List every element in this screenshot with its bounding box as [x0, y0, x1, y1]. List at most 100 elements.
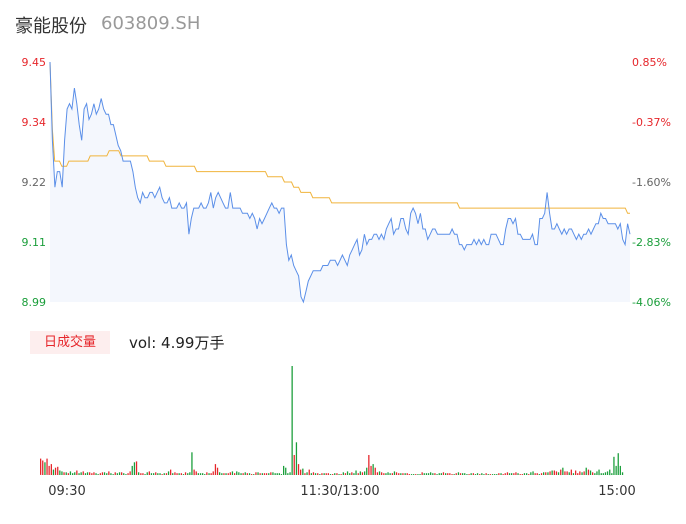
volume-bar — [295, 442, 298, 475]
volume-bar — [157, 473, 159, 475]
volume-bar — [453, 474, 455, 475]
volume-bar — [236, 471, 238, 475]
volume-bar — [521, 474, 523, 475]
volume-bar — [519, 474, 521, 475]
volume-bar — [368, 455, 370, 475]
volume-bar — [430, 472, 432, 475]
volume-bar — [114, 472, 116, 475]
volume-bar — [312, 472, 315, 475]
volume-bar — [583, 471, 585, 475]
volume-bar — [378, 471, 381, 475]
volume-bar — [504, 473, 506, 475]
volume-bar — [432, 473, 434, 475]
volume-bar — [383, 473, 385, 475]
volume-bar — [229, 472, 231, 475]
volume-bar — [349, 473, 351, 475]
volume-bar — [553, 470, 555, 475]
y-tick-label-left: 9.11 — [22, 236, 47, 249]
volume-bar — [127, 473, 129, 475]
volume-badge: 日成交量 — [30, 331, 110, 354]
volume-bar — [581, 472, 583, 475]
volume-bar — [566, 471, 568, 475]
volume-bar — [204, 474, 206, 475]
volume-bar — [385, 473, 387, 475]
volume-bar — [615, 465, 617, 475]
volume-bar — [438, 473, 440, 475]
volume-bar — [491, 474, 494, 475]
volume-bar — [106, 473, 108, 475]
volume-bar — [206, 472, 208, 475]
volume-bar — [61, 471, 63, 475]
volume-bar — [129, 471, 131, 475]
volume-bar — [489, 474, 491, 475]
volume-bar — [310, 473, 312, 475]
y-tick-label-left: 9.22 — [22, 176, 47, 189]
volume-bar — [182, 474, 185, 475]
volume-bar — [319, 474, 321, 475]
volume-bar — [381, 472, 383, 475]
volume-bar — [274, 473, 276, 475]
volume-bar — [42, 460, 44, 475]
volume-bar — [238, 472, 240, 475]
volume-bar — [216, 467, 219, 475]
volume-bar — [564, 471, 566, 475]
volume-bar — [342, 472, 344, 475]
volume-bar — [346, 471, 349, 475]
volume-bar — [340, 474, 342, 475]
volume-bar — [472, 473, 474, 475]
volume-bar — [494, 474, 496, 475]
volume-bar — [555, 471, 558, 475]
volume-bar — [515, 472, 517, 475]
volume-bar — [600, 473, 602, 475]
volume-bar — [355, 470, 357, 475]
volume-bar — [361, 472, 364, 475]
volume-bar — [534, 473, 536, 475]
volume-bar — [317, 473, 319, 475]
volume-bar — [572, 473, 575, 475]
volume-bar — [72, 473, 74, 475]
volume-bar — [334, 473, 336, 475]
volume-bar — [575, 470, 577, 475]
volume-bar — [406, 473, 408, 475]
volume-bar — [289, 472, 291, 475]
volume-bar — [376, 472, 379, 475]
volume-bar — [306, 472, 308, 475]
volume-bar — [263, 473, 266, 475]
volume-bar — [570, 469, 572, 476]
volume-bar — [400, 473, 402, 475]
volume-bar — [276, 473, 278, 475]
volume-bar — [300, 469, 302, 476]
volume-bar — [613, 456, 615, 475]
volume-bar — [560, 469, 562, 476]
volume-bar — [445, 473, 447, 475]
volume-bar — [338, 474, 340, 475]
volume-bar — [118, 472, 121, 475]
volume-bar — [234, 473, 236, 475]
volume-bar — [579, 471, 581, 475]
volume-bar — [125, 474, 127, 475]
volume-bar — [138, 472, 140, 475]
volume-bar — [604, 472, 607, 475]
volume-bar — [551, 470, 553, 475]
volume-bar — [470, 473, 472, 475]
volume-bar — [568, 472, 570, 475]
volume-bar — [523, 473, 526, 475]
volume-bar — [417, 474, 419, 475]
volume-bar — [496, 474, 498, 475]
volume-bar — [449, 473, 451, 475]
volume-bar — [413, 474, 415, 475]
volume-bar — [57, 466, 59, 475]
volume-bar — [323, 473, 325, 475]
volume-bar — [389, 473, 391, 475]
volume-bar — [283, 465, 285, 475]
volume-bar — [259, 473, 261, 475]
volume-text: vol: 4.99万手 — [129, 334, 225, 352]
volume-bar — [248, 473, 251, 475]
volume-bar — [155, 472, 157, 475]
volume-bar — [517, 473, 519, 475]
volume-bar — [344, 473, 347, 475]
volume-bar — [587, 469, 590, 476]
volume-bar — [408, 474, 410, 475]
volume-bar — [530, 472, 532, 475]
